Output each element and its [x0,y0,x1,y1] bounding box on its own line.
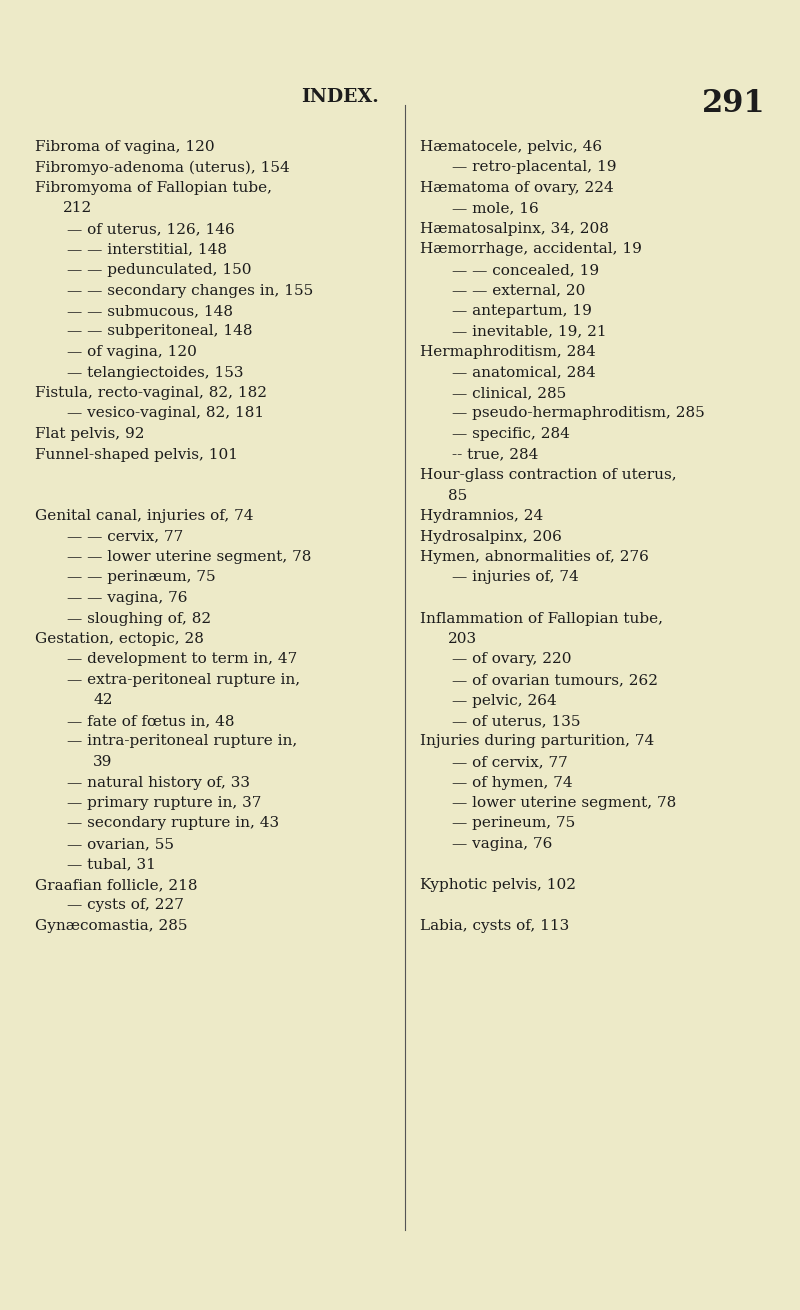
Text: 39: 39 [93,755,112,769]
Text: Hermaphroditism, 284: Hermaphroditism, 284 [420,345,596,359]
Text: — of ovary, 220: — of ovary, 220 [452,652,571,667]
Text: 203: 203 [448,631,477,646]
Text: Flat pelvis, 92: Flat pelvis, 92 [35,427,145,441]
Text: — inevitable, 19, 21: — inevitable, 19, 21 [452,325,606,338]
Text: Fistula, recto-vaginal, 82, 182: Fistula, recto-vaginal, 82, 182 [35,386,267,400]
Text: Fibroma of vagina, 120: Fibroma of vagina, 120 [35,140,214,155]
Text: 212: 212 [63,202,92,216]
Text: — pelvic, 264: — pelvic, 264 [452,693,557,707]
Text: — — cervix, 77: — — cervix, 77 [67,529,183,544]
Text: — extra-peritoneal rupture in,: — extra-peritoneal rupture in, [67,673,300,686]
Text: Gynæcomastia, 285: Gynæcomastia, 285 [35,920,187,933]
Text: Fibromyo-adenoma (uterus), 154: Fibromyo-adenoma (uterus), 154 [35,161,290,176]
Text: 291: 291 [702,88,765,119]
Text: — — concealed, 19: — — concealed, 19 [452,263,599,276]
Text: — mole, 16: — mole, 16 [452,202,538,216]
Text: 42: 42 [93,693,113,707]
Text: — intra-peritoneal rupture in,: — intra-peritoneal rupture in, [67,735,298,748]
Text: — — perinæum, 75: — — perinæum, 75 [67,570,216,584]
Text: — development to term in, 47: — development to term in, 47 [67,652,298,667]
Text: Hæmatoma of ovary, 224: Hæmatoma of ovary, 224 [420,181,614,195]
Text: — — lower uterine segment, 78: — — lower uterine segment, 78 [67,550,311,565]
Text: — vagina, 76: — vagina, 76 [452,837,552,852]
Text: — — secondary changes in, 155: — — secondary changes in, 155 [67,283,314,297]
Text: Genital canal, injuries of, 74: Genital canal, injuries of, 74 [35,510,254,523]
Text: — specific, 284: — specific, 284 [452,427,570,441]
Text: Kyphotic pelvis, 102: Kyphotic pelvis, 102 [420,878,576,892]
Text: — of uterus, 135: — of uterus, 135 [452,714,581,728]
Text: — — vagina, 76: — — vagina, 76 [67,591,187,605]
Text: — fate of fœtus in, 48: — fate of fœtus in, 48 [67,714,234,728]
Text: — antepartum, 19: — antepartum, 19 [452,304,592,318]
Text: Gestation, ectopic, 28: Gestation, ectopic, 28 [35,631,204,646]
Text: Hydrosalpinx, 206: Hydrosalpinx, 206 [420,529,562,544]
Text: — — submucous, 148: — — submucous, 148 [67,304,233,318]
Text: — sloughing of, 82: — sloughing of, 82 [67,612,211,625]
Text: Inflammation of Fallopian tube,: Inflammation of Fallopian tube, [420,612,663,625]
Text: Hæmatosalpinx, 34, 208: Hæmatosalpinx, 34, 208 [420,221,609,236]
Text: — natural history of, 33: — natural history of, 33 [67,776,250,790]
Text: — — external, 20: — — external, 20 [452,283,586,297]
Text: — injuries of, 74: — injuries of, 74 [452,570,578,584]
Text: — ovarian, 55: — ovarian, 55 [67,837,174,852]
Text: Labia, cysts of, 113: Labia, cysts of, 113 [420,920,570,933]
Text: Graafian follicle, 218: Graafian follicle, 218 [35,878,198,892]
Text: Hour-glass contraction of uterus,: Hour-glass contraction of uterus, [420,468,677,482]
Text: — secondary rupture in, 43: — secondary rupture in, 43 [67,816,279,831]
Text: — vesico-vaginal, 82, 181: — vesico-vaginal, 82, 181 [67,406,264,421]
Text: — primary rupture in, 37: — primary rupture in, 37 [67,796,262,810]
Text: Hymen, abnormalities of, 276: Hymen, abnormalities of, 276 [420,550,649,565]
Text: — tubal, 31: — tubal, 31 [67,858,156,871]
Text: — anatomical, 284: — anatomical, 284 [452,365,596,380]
Text: -- true, 284: -- true, 284 [452,448,538,461]
Text: — — interstitial, 148: — — interstitial, 148 [67,242,227,257]
Text: Hæmorrhage, accidental, 19: Hæmorrhage, accidental, 19 [420,242,642,257]
Text: — retro-placental, 19: — retro-placental, 19 [452,161,617,174]
Text: — of uterus, 126, 146: — of uterus, 126, 146 [67,221,234,236]
Text: Funnel-shaped pelvis, 101: Funnel-shaped pelvis, 101 [35,448,238,461]
Text: — cysts of, 227: — cysts of, 227 [67,899,184,913]
Text: 85: 85 [448,489,467,503]
Text: Hydramnios, 24: Hydramnios, 24 [420,510,543,523]
Text: — — subperitoneal, 148: — — subperitoneal, 148 [67,325,253,338]
Text: Fibromyoma of Fallopian tube,: Fibromyoma of Fallopian tube, [35,181,272,195]
Text: — lower uterine segment, 78: — lower uterine segment, 78 [452,796,676,810]
Text: INDEX.: INDEX. [301,88,379,106]
Text: — clinical, 285: — clinical, 285 [452,386,566,400]
Text: — of ovarian tumours, 262: — of ovarian tumours, 262 [452,673,658,686]
Text: — of vagina, 120: — of vagina, 120 [67,345,197,359]
Text: — of hymen, 74: — of hymen, 74 [452,776,573,790]
Text: — perineum, 75: — perineum, 75 [452,816,575,831]
Text: — telangiectoides, 153: — telangiectoides, 153 [67,365,243,380]
Text: — — pedunculated, 150: — — pedunculated, 150 [67,263,251,276]
Text: Hæmatocele, pelvic, 46: Hæmatocele, pelvic, 46 [420,140,602,155]
Text: — pseudo-hermaphroditism, 285: — pseudo-hermaphroditism, 285 [452,406,705,421]
Text: Injuries during parturition, 74: Injuries during parturition, 74 [420,735,654,748]
Text: — of cervix, 77: — of cervix, 77 [452,755,568,769]
